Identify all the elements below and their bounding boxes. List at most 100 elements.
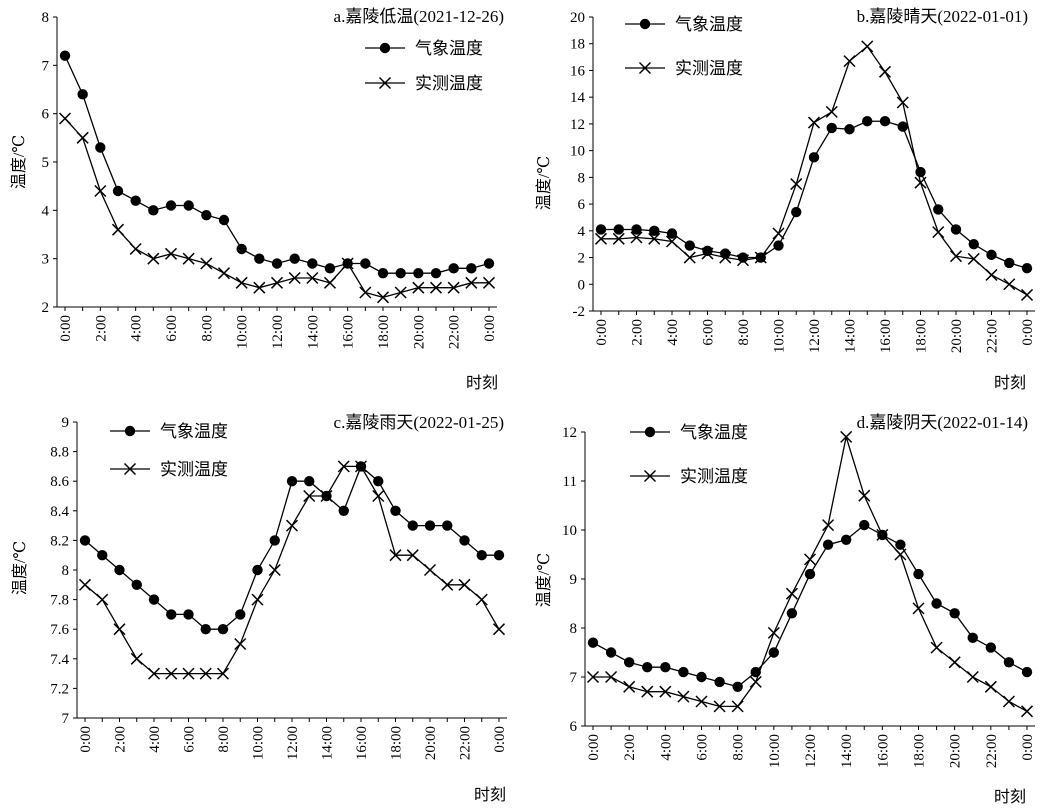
measured-point [423, 563, 437, 577]
y-tick-label: 6 [570, 719, 578, 735]
measured-point [429, 281, 443, 294]
y-tick-label: 8 [570, 621, 578, 637]
x-tick-label: 2:00 [630, 319, 646, 346]
x-tick-label: 14:00 [320, 726, 336, 760]
y-tick-label: 10 [570, 144, 585, 160]
measured-point [949, 250, 963, 263]
forecast-point [130, 195, 141, 206]
x-tick-label: 8:00 [216, 726, 232, 753]
chart-panel-a: 2 3 4 5 6 7 8 0:00 2:00 4:00 6:00 8:00 10:00 12:00 14:… [10, 7, 504, 392]
y-tick-label: 6 [578, 197, 586, 213]
forecast-point [148, 205, 159, 216]
y-tick-label: 9 [570, 572, 578, 588]
y-tick-label: 3 [42, 252, 50, 268]
measured-point [648, 232, 661, 245]
forecast-point [59, 50, 71, 61]
measured-point [376, 291, 390, 304]
legend-marker [379, 42, 391, 54]
y-tick-label: 8.8 [50, 445, 69, 461]
x-tick-label: 10:00 [235, 315, 251, 349]
measured-point [394, 286, 407, 299]
measured-point [303, 489, 316, 503]
forecast-point [623, 657, 635, 668]
measured-point [665, 235, 679, 248]
measured-point [111, 223, 125, 236]
measured-point [749, 675, 762, 688]
measured-point [858, 489, 871, 502]
y-tick-label: 8 [42, 10, 50, 26]
y-tick-label: 18 [570, 37, 585, 53]
forecast-point [459, 535, 470, 546]
y-tick-label: 7 [42, 58, 50, 74]
forecast-point [235, 609, 246, 620]
measured-point [129, 242, 142, 256]
measured-point [985, 268, 998, 281]
x-tick-label: 20:00 [948, 734, 964, 768]
legend-marker [124, 425, 136, 437]
forecast-point [289, 253, 300, 264]
legend-label: 气象温度 [160, 422, 228, 441]
y-tick-label: 12 [570, 117, 585, 133]
x-tick-label: 22:00 [985, 319, 1001, 353]
x-tick-label: 12:00 [807, 319, 823, 353]
forecast-point [148, 594, 160, 605]
forecast-point [808, 152, 820, 163]
measured-point [235, 276, 248, 289]
x-tick-label: 8:00 [731, 734, 747, 761]
forecast-point [165, 200, 177, 211]
legend-label: 实测温度 [160, 460, 228, 479]
legend-label: 实测温度 [675, 59, 743, 78]
legend-label: 气象温度 [680, 423, 748, 442]
y-tick-label: 4 [42, 203, 50, 219]
measured-point [948, 656, 961, 669]
forecast-point [324, 263, 336, 274]
legend-marker [378, 76, 392, 90]
x-tick-label: 4:00 [658, 734, 674, 761]
y-tick-label: -2 [573, 304, 586, 320]
x-tick-label: 14:00 [305, 315, 321, 349]
forecast-point [131, 579, 142, 590]
y-tick-label: 11 [563, 474, 577, 490]
forecast-point [114, 564, 125, 576]
legend-marker [643, 469, 657, 483]
x-tick-label: 22:00 [984, 734, 1000, 768]
measured-point [736, 254, 750, 267]
forecast-point [968, 238, 979, 250]
measured-point [164, 247, 178, 260]
forecast-point [407, 520, 418, 531]
measured-point [605, 670, 618, 684]
forecast-point [201, 209, 212, 221]
measured-point [337, 460, 350, 473]
x-tick-label: 18:00 [376, 315, 392, 349]
measured-point [320, 489, 333, 503]
x-tick-label: 2:00 [93, 315, 109, 342]
measured-point [306, 271, 319, 285]
forecast-point [895, 539, 906, 550]
forecast-point [840, 534, 852, 545]
x-tick-label: 4:00 [129, 315, 145, 342]
y-axis-label: 温度/℃ [535, 156, 553, 210]
measured-point [76, 131, 89, 144]
forecast-point [768, 647, 780, 658]
measured-point [731, 700, 744, 713]
x-tick-label: 14:00 [839, 734, 855, 768]
x-tick-label: 12:00 [270, 315, 286, 349]
x-tick-label: 12:00 [285, 726, 301, 760]
measured-point [612, 232, 625, 245]
forecast-point [483, 258, 495, 269]
forecast-point [217, 624, 229, 635]
y-tick-label: 0 [578, 277, 586, 293]
forecast-point [613, 224, 624, 235]
x-tick-label: 22:00 [458, 726, 474, 760]
y-tick-label: 7.8 [50, 593, 69, 609]
y-axis-label: 温度/℃ [535, 553, 553, 607]
legend-marker [639, 18, 651, 30]
legend-label: 实测温度 [415, 74, 483, 93]
measured-point [372, 489, 385, 503]
y-tick-label: 7.4 [50, 652, 69, 668]
measured-point [586, 670, 600, 684]
forecast-point [269, 535, 280, 546]
forecast-point [985, 642, 997, 653]
